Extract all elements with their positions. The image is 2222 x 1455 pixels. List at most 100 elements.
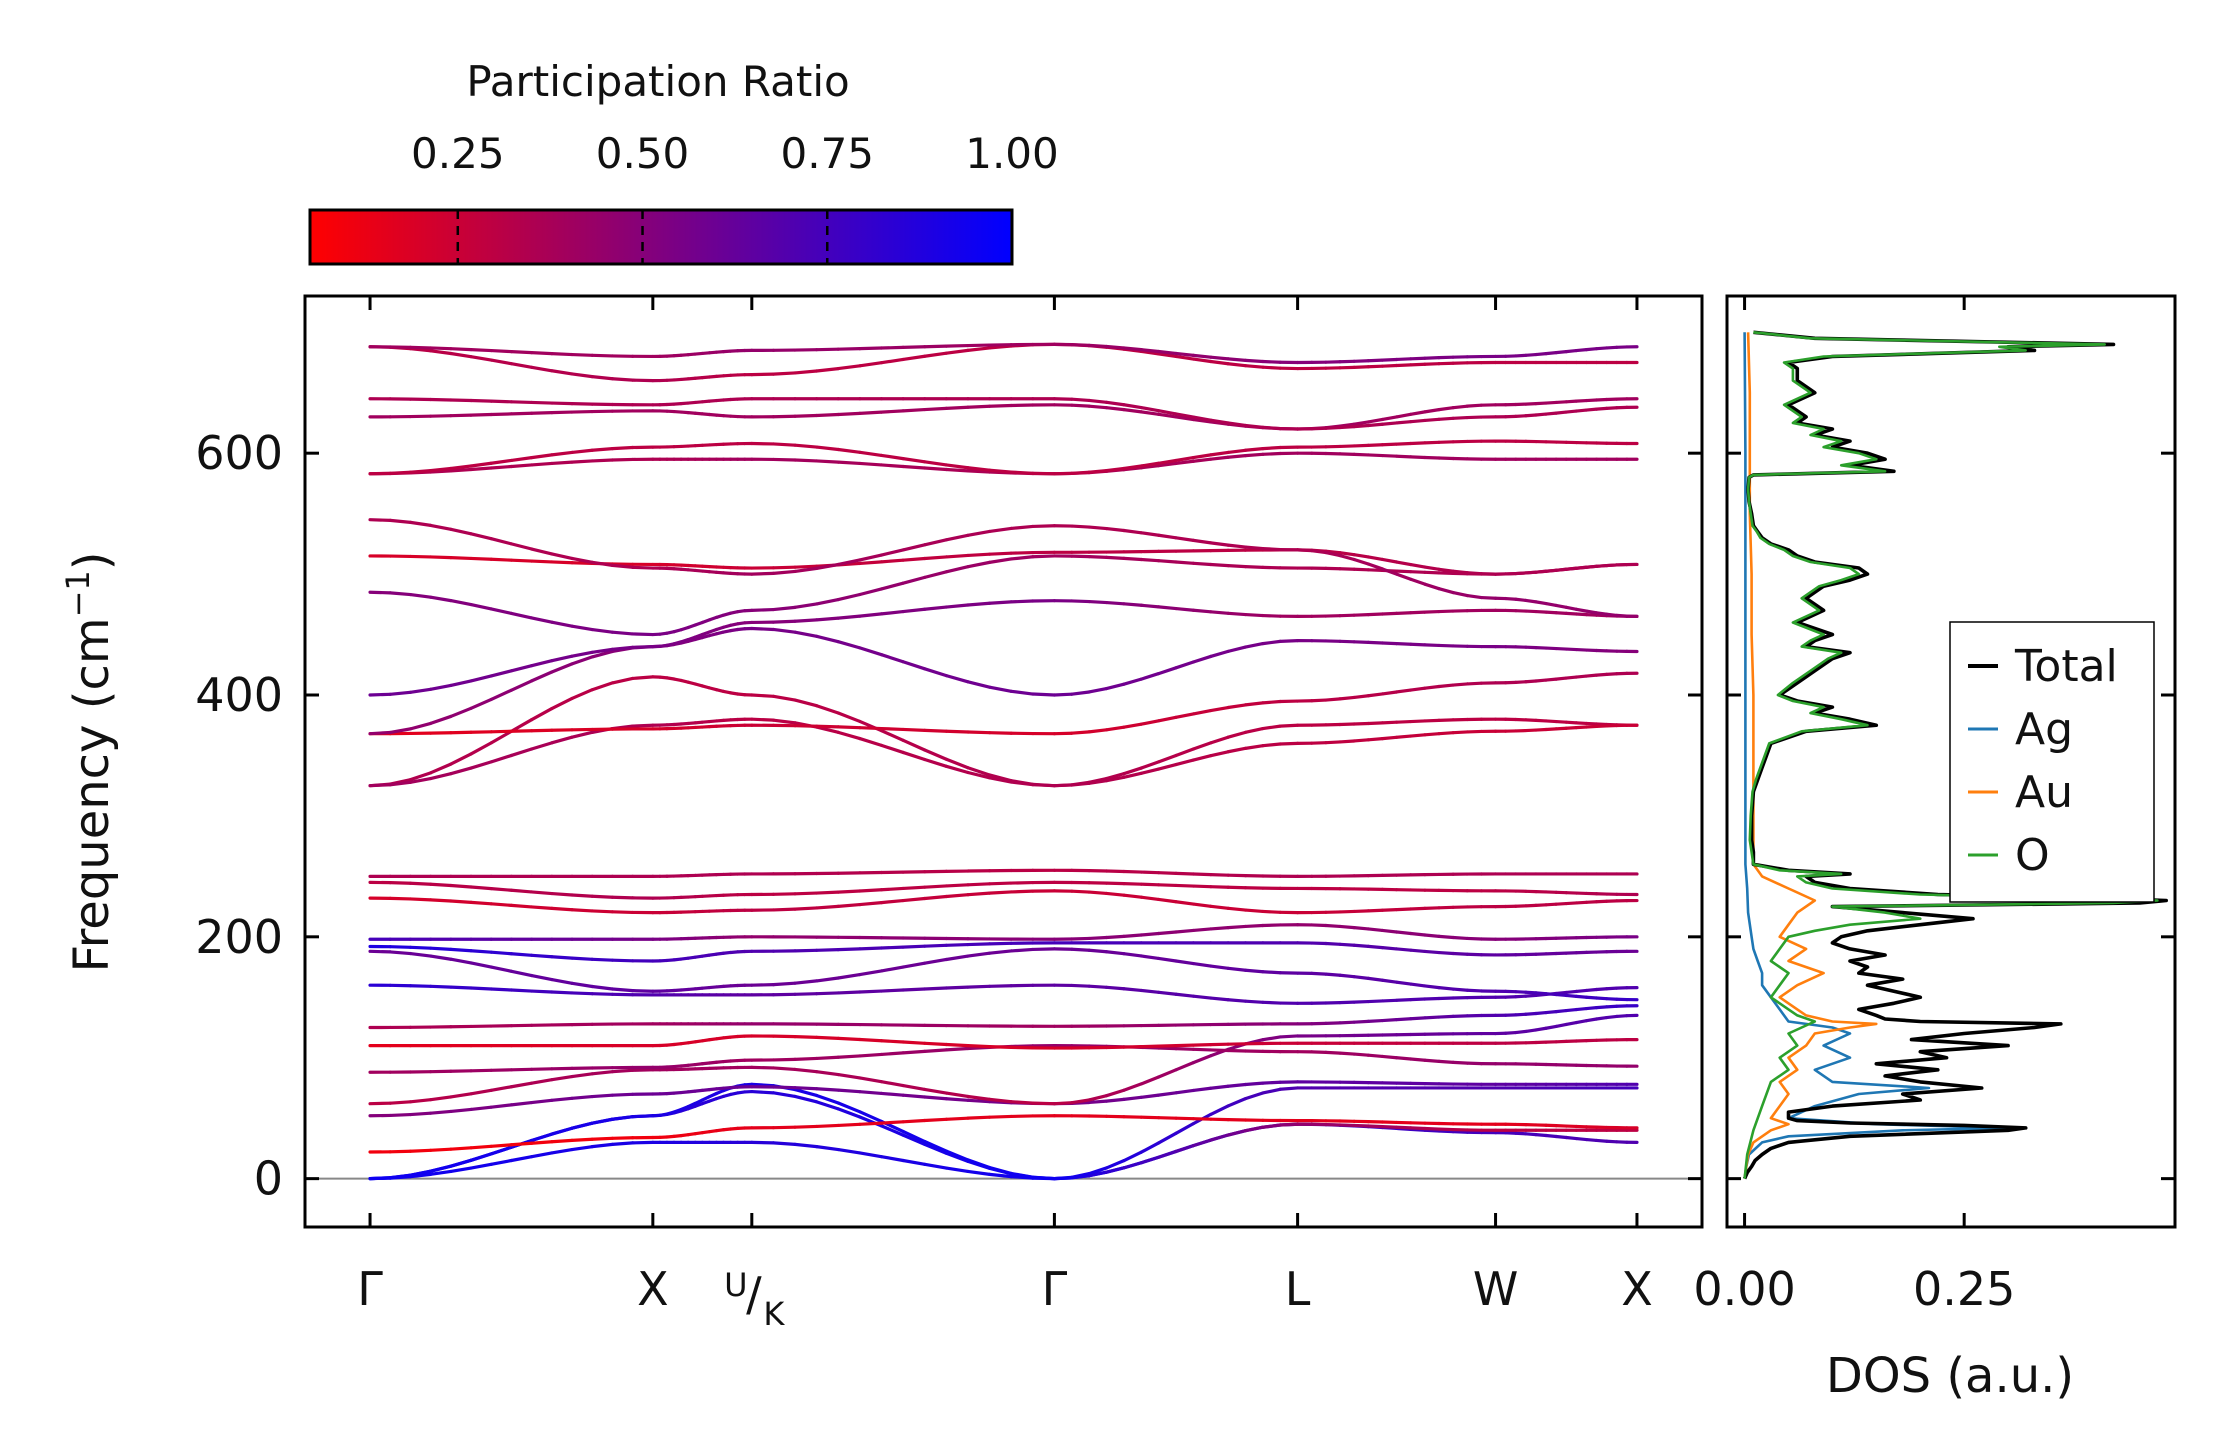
band-segment	[1191, 608, 1213, 614]
band-segment	[1514, 990, 1528, 994]
band-segment	[388, 896, 413, 901]
band-segment	[1031, 692, 1057, 697]
band-segment	[1031, 1175, 1057, 1181]
band-segment	[1564, 566, 1578, 571]
band-segment	[1261, 909, 1282, 914]
band-segment	[469, 741, 493, 756]
band-segment	[590, 649, 615, 659]
band-segment	[1366, 422, 1385, 428]
band-segment	[1554, 901, 1568, 906]
band-segment	[489, 1068, 514, 1072]
band-segment	[815, 1070, 840, 1077]
band-segment	[1554, 611, 1568, 615]
band-segment	[901, 1129, 927, 1144]
band-segment	[1423, 440, 1441, 445]
band-segment	[1104, 1097, 1126, 1103]
band-segment	[408, 468, 433, 474]
band-segment	[750, 571, 776, 576]
colorbar-gradient	[308, 208, 1014, 266]
band-segment	[879, 463, 905, 469]
band-segment	[570, 624, 594, 632]
band-b28	[368, 397, 1639, 431]
band-segment	[1310, 549, 1328, 555]
band-segment	[469, 1162, 493, 1170]
band-segment	[1352, 640, 1370, 644]
band-segment	[944, 348, 970, 355]
band-segment	[1366, 612, 1385, 617]
band-segment	[1605, 986, 1619, 991]
band-segment	[550, 977, 574, 985]
band-segment	[836, 347, 862, 351]
band-segment	[1122, 1095, 1143, 1101]
band-segment	[1544, 1024, 1558, 1030]
band-segment	[1157, 1091, 1178, 1097]
band-segment	[1209, 705, 1230, 713]
band-segment	[509, 463, 534, 469]
band-segment	[1031, 554, 1057, 559]
band-segment	[793, 891, 819, 896]
band-segment	[1009, 689, 1035, 696]
band-segment	[610, 910, 635, 915]
band-segment	[1437, 1129, 1455, 1134]
band-segment	[1122, 528, 1143, 535]
band-segment	[771, 718, 797, 725]
band-segment	[1122, 771, 1143, 779]
band-segment	[1451, 730, 1469, 735]
band-segment	[408, 951, 433, 958]
band-b26	[368, 439, 1639, 476]
band-segment	[750, 1140, 776, 1145]
band-segment	[1504, 596, 1518, 601]
band-segment	[1122, 933, 1143, 938]
band-segment	[923, 728, 948, 733]
band-segment	[1243, 364, 1265, 369]
band-segment	[901, 407, 927, 413]
band-segment	[836, 1122, 862, 1128]
band-segment	[1524, 993, 1538, 998]
band-segment	[771, 1057, 797, 1062]
band-segment	[966, 1115, 992, 1120]
band-segment	[1174, 871, 1195, 876]
band-segment	[750, 607, 776, 612]
band-segment	[368, 949, 392, 954]
band-segment	[1352, 738, 1370, 743]
band-segment	[368, 783, 392, 788]
band-segment	[1157, 409, 1178, 416]
band-segment	[987, 881, 1013, 886]
band-segment	[879, 453, 905, 461]
band-segment	[1243, 1081, 1265, 1087]
band-segment	[793, 1056, 819, 1061]
band-segment	[1174, 712, 1195, 719]
band-segment	[815, 1093, 840, 1105]
band-segment	[1394, 569, 1413, 574]
band-segment	[1451, 569, 1469, 575]
band-segment	[858, 1090, 884, 1096]
band-y-axis-label: Frequency (cm−1)	[59, 551, 120, 972]
band-segment	[1524, 679, 1538, 684]
band-segment	[1534, 727, 1548, 732]
band-segment	[923, 555, 948, 561]
band-segment	[1174, 415, 1195, 422]
band-segment	[1009, 1100, 1035, 1105]
band-segment	[1226, 645, 1248, 653]
band-segment	[1437, 587, 1455, 595]
band-segment	[1564, 1135, 1578, 1141]
band-segment	[1087, 948, 1109, 954]
band-segment	[1191, 417, 1213, 424]
band-segment	[610, 630, 635, 636]
band-segment	[879, 726, 905, 732]
band-segment	[944, 1149, 970, 1162]
band-segment	[1174, 354, 1195, 361]
band-segment	[1423, 1126, 1441, 1131]
band-segment	[1564, 647, 1578, 652]
band-segment	[1310, 923, 1328, 928]
band-segment	[1174, 1122, 1195, 1135]
legend-label-au: Au	[2015, 767, 2073, 818]
band-segment	[550, 990, 574, 995]
band-segment	[879, 988, 905, 993]
band-segment	[987, 776, 1013, 784]
band-segment	[1423, 1058, 1441, 1063]
band-segment	[966, 1169, 992, 1176]
band-segment	[944, 343, 970, 348]
band-segment	[530, 400, 554, 405]
band-segment	[858, 946, 884, 951]
